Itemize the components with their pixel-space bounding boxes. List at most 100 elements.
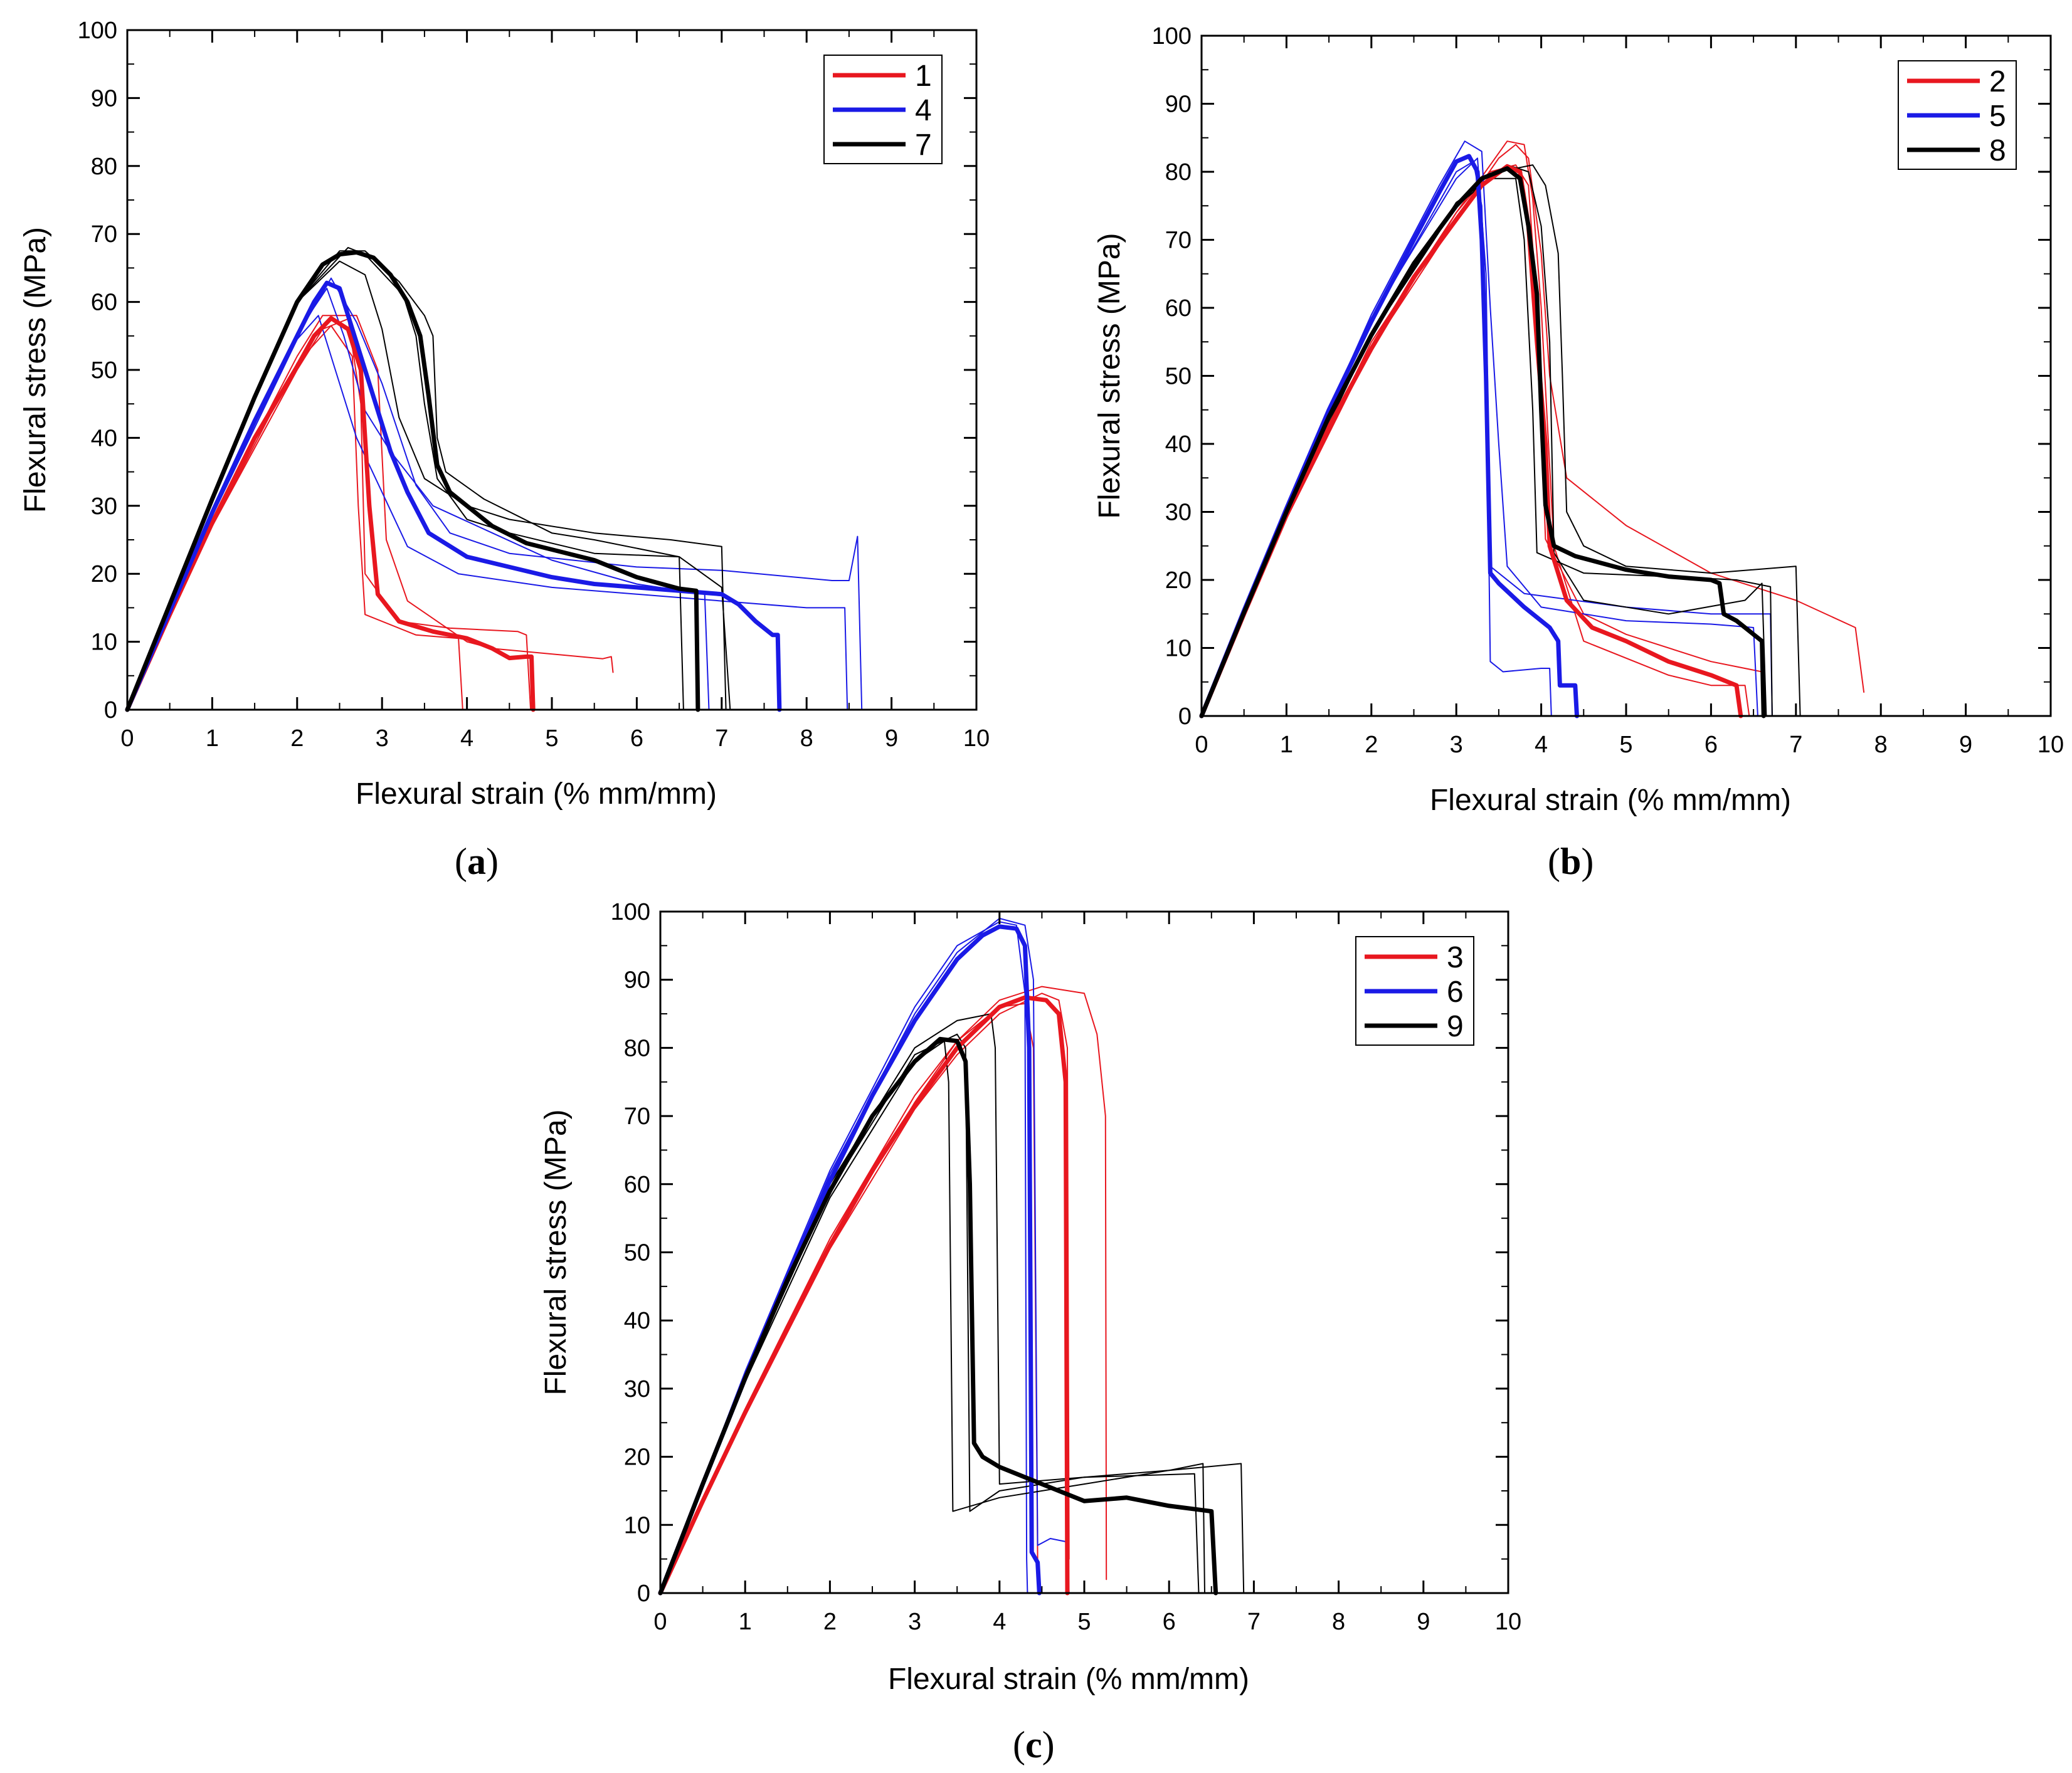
x-axis-title-c: Flexural strain (% mm/mm) <box>888 1663 1249 1696</box>
legend-label-8: 8 <box>1989 134 2006 167</box>
x-tick-label: 5 <box>545 725 558 752</box>
x-tick-label: 0 <box>653 1609 667 1635</box>
y-tick-label: 40 <box>624 1308 650 1334</box>
legend-label-4: 4 <box>915 94 932 127</box>
series-line-5-mean-10 <box>1199 154 1579 718</box>
x-tick-label: 7 <box>715 725 728 752</box>
legend-label-9: 9 <box>1447 1010 1464 1043</box>
x-tick-label: 7 <box>1789 732 1802 758</box>
x-tick-label: 3 <box>376 725 389 752</box>
y-tick-label: 100 <box>78 18 117 44</box>
x-tick-label: 10 <box>963 725 990 752</box>
y-tick-label: 40 <box>1165 431 1192 458</box>
y-tick-label: 20 <box>624 1444 650 1471</box>
y-tick-label: 70 <box>624 1103 650 1130</box>
y-tick-label: 70 <box>91 221 117 248</box>
series-line-2-mean-9 <box>1199 164 1743 718</box>
series-line-2-replicate-0 <box>1201 144 1865 717</box>
y-tick-label: 10 <box>1165 636 1192 662</box>
series-line-4-replicate-3 <box>127 277 863 710</box>
x-tick-label: 1 <box>739 1609 752 1635</box>
legend-c: 369 <box>1355 936 1474 1046</box>
chart-c-svg: 0 1 2 3 4 5 6 7 8 9 100102030405060708090100Flexur… <box>539 899 1522 1696</box>
series-line-9-mean-10 <box>658 1036 1218 1596</box>
x-tick-label: 0 <box>1195 732 1208 758</box>
y-tick-label: 100 <box>1152 23 1192 50</box>
chart-b-svg: 0 1 2 3 4 5 6 7 8 9 100102030405060708090100Flexur… <box>1093 23 2064 817</box>
series-line-1-replicate-1 <box>127 325 463 710</box>
series-line-1-replicate-2 <box>127 315 614 710</box>
y-axis-title-a: Flexural stress (MPa) <box>19 227 52 513</box>
x-tick-label: 8 <box>1332 1609 1345 1635</box>
chart-a-svg: 0 1 2 3 4 5 6 7 8 9 100102030405060708090100Flexur… <box>19 18 990 811</box>
x-tick-label: 10 <box>2038 732 2064 758</box>
legend-label-7: 7 <box>915 129 932 162</box>
series-line-7-replicate-8 <box>127 246 731 710</box>
x-tick-label: 1 <box>206 725 219 752</box>
series-line-4-mean-10 <box>125 280 782 712</box>
series-line-3-replicate-1 <box>660 1002 1039 1594</box>
y-tick-label: 20 <box>91 561 117 587</box>
caption-b: (b) <box>1548 841 1594 882</box>
legend-label-6: 6 <box>1447 976 1464 1009</box>
y-tick-label: 10 <box>624 1512 650 1539</box>
y-tick-label: 90 <box>91 85 117 112</box>
x-tick-label: 2 <box>1365 732 1378 758</box>
series-line-2-replicate-1 <box>1201 140 1750 717</box>
x-tick-label: 7 <box>1247 1609 1261 1635</box>
caption-a: (a) <box>455 841 499 882</box>
y-axis-title-b: Flexural stress (MPa) <box>1093 233 1126 518</box>
x-tick-label: 6 <box>1163 1609 1176 1635</box>
legend-label-1: 1 <box>915 60 932 93</box>
y-tick-label: 60 <box>1165 295 1192 322</box>
y-tick-label: 50 <box>1165 364 1192 390</box>
x-tick-label: 5 <box>1077 1609 1091 1635</box>
y-tick-label: 90 <box>624 967 650 994</box>
x-tick-label: 9 <box>1417 1609 1430 1635</box>
caption-c: (c) <box>1013 1724 1055 1765</box>
y-tick-label: 30 <box>1165 500 1192 526</box>
chart-panel-a: 0 1 2 3 4 5 6 7 8 9 10 0 10 20 30 40 50 60 70 80 90 100 Flexur… <box>0 0 1036 886</box>
x-tick-label: 6 <box>1705 732 1718 758</box>
caption-a-letter: a <box>467 841 486 882</box>
x-tick-label: 5 <box>1619 732 1632 758</box>
x-tick-label: 10 <box>1495 1609 1521 1635</box>
x-tick-label: 2 <box>823 1609 837 1635</box>
y-tick-label: 10 <box>91 629 117 656</box>
y-tick-label: 30 <box>624 1376 650 1402</box>
caption-b-letter: b <box>1560 841 1582 882</box>
x-tick-label: 3 <box>1450 732 1463 758</box>
series-line-3-replicate-2 <box>660 992 1070 1594</box>
x-tick-label: 1 <box>1280 732 1293 758</box>
y-tick-label: 80 <box>1165 159 1192 186</box>
series-group-c <box>658 917 1245 1596</box>
series-line-9-replicate-5 <box>660 1040 1205 1594</box>
x-tick-label: 4 <box>460 725 473 752</box>
y-tick-label: 30 <box>91 493 117 520</box>
x-tick-label: 9 <box>885 725 898 752</box>
x-tick-label: 9 <box>1959 732 1972 758</box>
series-line-3-mean-8 <box>658 995 1070 1596</box>
y-tick-label: 0 <box>1178 703 1192 730</box>
legend-label-2: 2 <box>1989 65 2006 98</box>
series-line-5-replicate-3 <box>1201 140 1758 717</box>
x-tick-label: 3 <box>908 1609 921 1635</box>
y-tick-label: 90 <box>1165 92 1192 118</box>
x-tick-label: 4 <box>1535 732 1548 758</box>
series-line-9-replicate-6 <box>660 1033 1245 1594</box>
y-tick-label: 50 <box>624 1240 650 1266</box>
series-group-b <box>1199 140 1865 718</box>
x-tick-label: 4 <box>993 1609 1006 1635</box>
chart-panel-c: 0 1 2 3 4 5 6 7 8 9 10 0 10 20 30 40 50 60 70 80 90 100 Flexur… <box>533 886 1569 1773</box>
y-tick-label: 70 <box>1165 228 1192 254</box>
y-tick-label: 60 <box>624 1172 650 1198</box>
legend-b: 258 <box>1898 60 2017 170</box>
series-line-4-replicate-4 <box>127 315 848 710</box>
y-tick-label: 0 <box>637 1581 650 1607</box>
x-tick-label: 2 <box>290 725 304 752</box>
series-line-1-mean-9 <box>125 316 536 712</box>
series-line-6-mean-9 <box>658 924 1042 1596</box>
